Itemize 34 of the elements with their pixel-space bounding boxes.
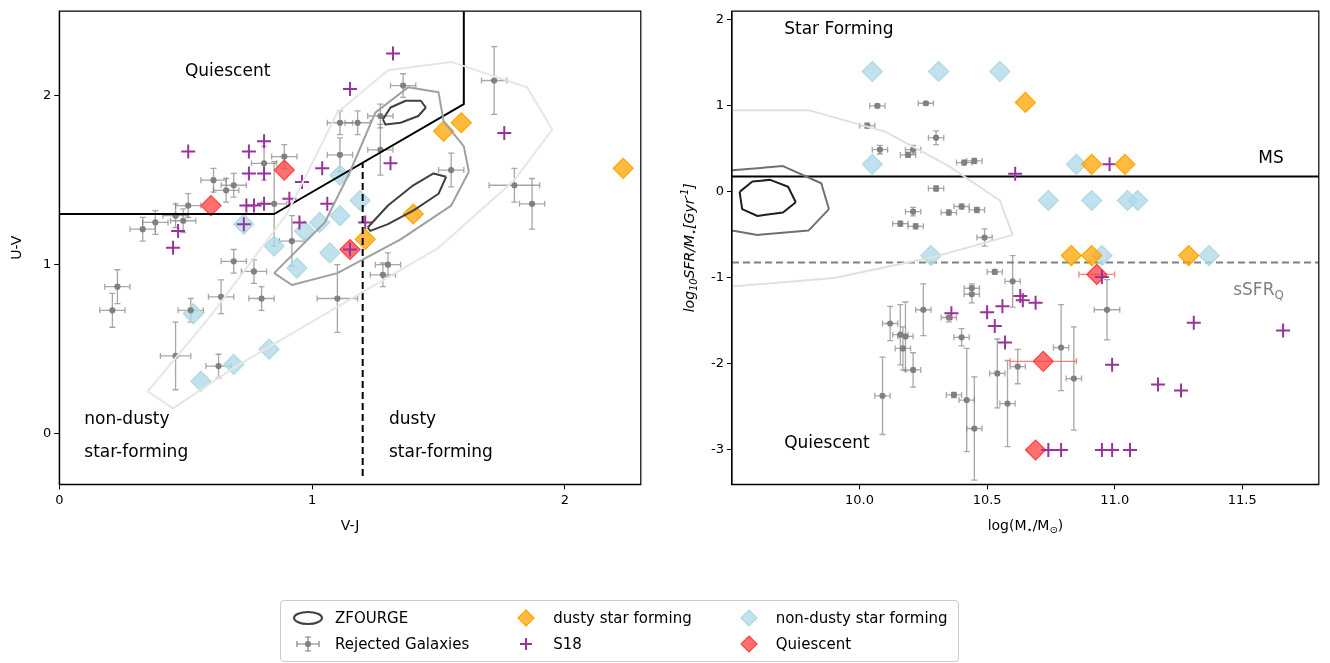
y-tick-label: 0 (42, 425, 52, 441)
legend-label: dusty star forming (553, 609, 692, 627)
annotation: star-forming (84, 440, 189, 461)
annotation: Star Forming (784, 17, 894, 38)
y-tick-label: -2 (710, 355, 724, 371)
x-tick-label: 0 (55, 491, 64, 507)
annotation: Quiescent (784, 432, 870, 453)
legend-label: Quiescent (775, 635, 852, 653)
x-tick-label: 2 (560, 491, 570, 507)
y-tick-label: -3 (710, 441, 724, 457)
x-tick-label: 10.0 (845, 491, 875, 507)
annotation: star-forming (389, 440, 493, 461)
y-tick-label: -1 (710, 269, 724, 285)
y-tick-label: 0 (715, 183, 724, 199)
annotation: non-dusty (84, 408, 170, 429)
y-tick-label: 2 (715, 11, 724, 27)
x-axis-title: log(M⋆/M⊙) (987, 517, 1064, 536)
x-axis-title: V-J (340, 517, 360, 534)
legend-label: Rejected Galaxies (335, 635, 470, 653)
x-tick-label: 11.0 (1100, 491, 1130, 507)
legend-label: ZFOURGE (335, 609, 409, 627)
y-axis-title: U-V (7, 235, 24, 260)
x-tick-label: 1 (307, 491, 317, 507)
legend-label: S18 (553, 635, 582, 653)
x-tick-label: 11.5 (1227, 491, 1257, 507)
annotation: Quiescent (184, 60, 271, 81)
legend-label: non-dusty star forming (775, 609, 948, 627)
y-tick-label: 2 (42, 87, 52, 103)
annotation: dusty (389, 408, 437, 429)
x-tick-label: 10.5 (972, 491, 1002, 507)
y-axis-title: log10SFR/M⋆[Gyr-1] (678, 183, 699, 313)
ref-line-label: MS (1258, 146, 1284, 167)
y-tick-label: 1 (715, 97, 724, 113)
y-tick-label: 1 (42, 256, 52, 272)
